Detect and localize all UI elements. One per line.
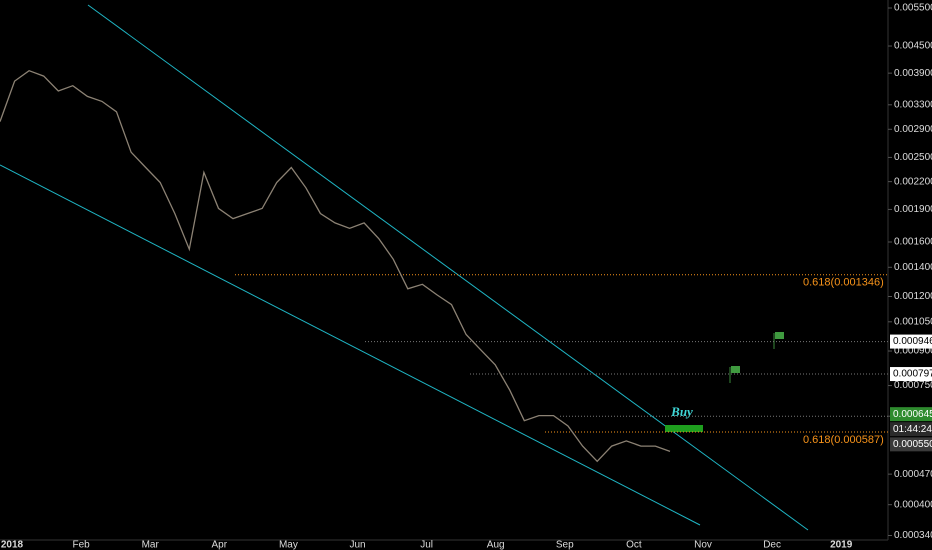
y-tick-label: 0.001050: [894, 316, 932, 327]
price-line: [0, 69, 671, 463]
x-tick-label: Jun: [349, 540, 365, 550]
buy-annotation: Buy: [670, 404, 693, 419]
y-tick-label: 0.000340: [894, 530, 932, 541]
y-tick-label: 0.000750: [894, 380, 932, 391]
y-tick-label: 0.001400: [894, 262, 932, 273]
y-tick-label: 0.003900: [894, 68, 932, 79]
fib-label: 0.618(0.000587): [803, 434, 884, 446]
flag: [773, 332, 784, 349]
x-tick-label: Dec: [763, 540, 781, 550]
x-tick-label: May: [279, 540, 298, 550]
upper-trendline: [87, 4, 809, 531]
y-tick-label: 0.002900: [894, 124, 932, 135]
price-label-box: [890, 367, 932, 382]
x-tick-label: 2019: [830, 540, 853, 550]
x-tick-label: Mar: [142, 540, 160, 550]
y-tick-label: 0.004500: [894, 41, 932, 52]
price-label: 0.000797: [893, 369, 932, 380]
price-label-box: [890, 334, 932, 349]
buy-zone: [665, 425, 703, 432]
y-tick-label: 0.000900: [894, 346, 932, 357]
y-tick-label: 0.001900: [894, 204, 932, 215]
price-label-box: [890, 407, 932, 422]
x-tick-label: Jul: [420, 540, 433, 550]
price-label: 0.000645: [893, 409, 932, 420]
x-tick-label: Apr: [212, 540, 228, 550]
y-tick-label: 0.000400: [894, 499, 932, 510]
y-tick-label: 0.002200: [894, 176, 932, 187]
y-tick-label: 0.005500: [894, 3, 932, 14]
price-label-box: [890, 437, 932, 452]
countdown: 01:44:24: [893, 424, 932, 435]
price-label: 0.000946: [893, 336, 932, 347]
y-tick-label: 0.003300: [894, 99, 932, 110]
fib-label: 0.618(0.001346): [803, 277, 884, 289]
price-label: 0.000550: [893, 439, 932, 450]
x-tick-label: Feb: [72, 540, 90, 550]
y-tick-label: 0.001200: [894, 291, 932, 302]
x-tick-label: Aug: [487, 540, 505, 550]
lower-trendline: [0, 164, 701, 526]
x-tick-label: Oct: [626, 540, 642, 550]
x-tick-label: 2018: [1, 540, 24, 550]
x-tick-label: Sep: [556, 540, 574, 550]
y-tick-label: 0.001600: [894, 237, 932, 248]
y-tick-label: 0.002500: [894, 152, 932, 163]
x-tick-label: Nov: [694, 540, 712, 550]
y-tick-label: 0.000470: [894, 469, 932, 480]
countdown-box: [890, 422, 932, 437]
flag: [729, 366, 740, 383]
